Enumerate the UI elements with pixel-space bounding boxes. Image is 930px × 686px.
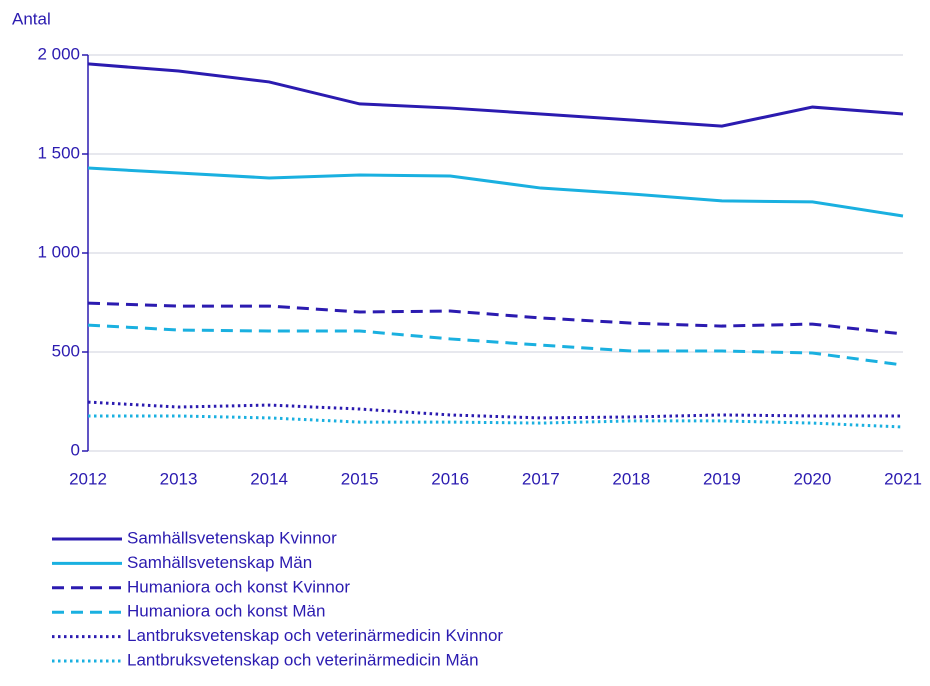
series-line (87, 323, 904, 367)
x-tick-label: 2012 (69, 469, 107, 488)
series-line (87, 301, 904, 336)
series-line (87, 166, 904, 218)
x-tick-label: 2015 (341, 469, 379, 488)
x-tick-label: 2019 (703, 469, 741, 488)
legend-label: Humaniora och konst Män (127, 602, 325, 621)
y-tick-label: 1 000 (37, 242, 80, 261)
y-axis-label: Antal (12, 9, 51, 28)
y-tick-label: 2 000 (37, 44, 80, 63)
series-line (87, 400, 903, 420)
series-line (88, 414, 904, 429)
legend-label: Humaniora och konst Kvinnor (127, 577, 350, 596)
y-tick-label: 0 (71, 440, 80, 459)
x-tick-label: 2018 (612, 469, 650, 488)
legend-label: Lantbruksvetenskap och veterinärmedicin … (127, 650, 479, 669)
legend-label: Samhällsvetenskap Kvinnor (127, 528, 337, 547)
y-tick-label: 500 (52, 341, 80, 360)
x-tick-label: 2021 (884, 469, 922, 488)
series-line (87, 62, 904, 128)
x-tick-label: 2020 (794, 469, 832, 488)
x-tick-label: 2014 (250, 469, 288, 488)
x-tick-label: 2016 (431, 469, 469, 488)
legend-label: Samhällsvetenskap Män (127, 553, 312, 572)
x-tick-label: 2013 (160, 469, 198, 488)
legend-label: Lantbruksvetenskap och veterinärmedicin … (127, 626, 503, 645)
x-tick-label: 2017 (522, 469, 560, 488)
y-tick-label: 1 500 (37, 143, 80, 162)
